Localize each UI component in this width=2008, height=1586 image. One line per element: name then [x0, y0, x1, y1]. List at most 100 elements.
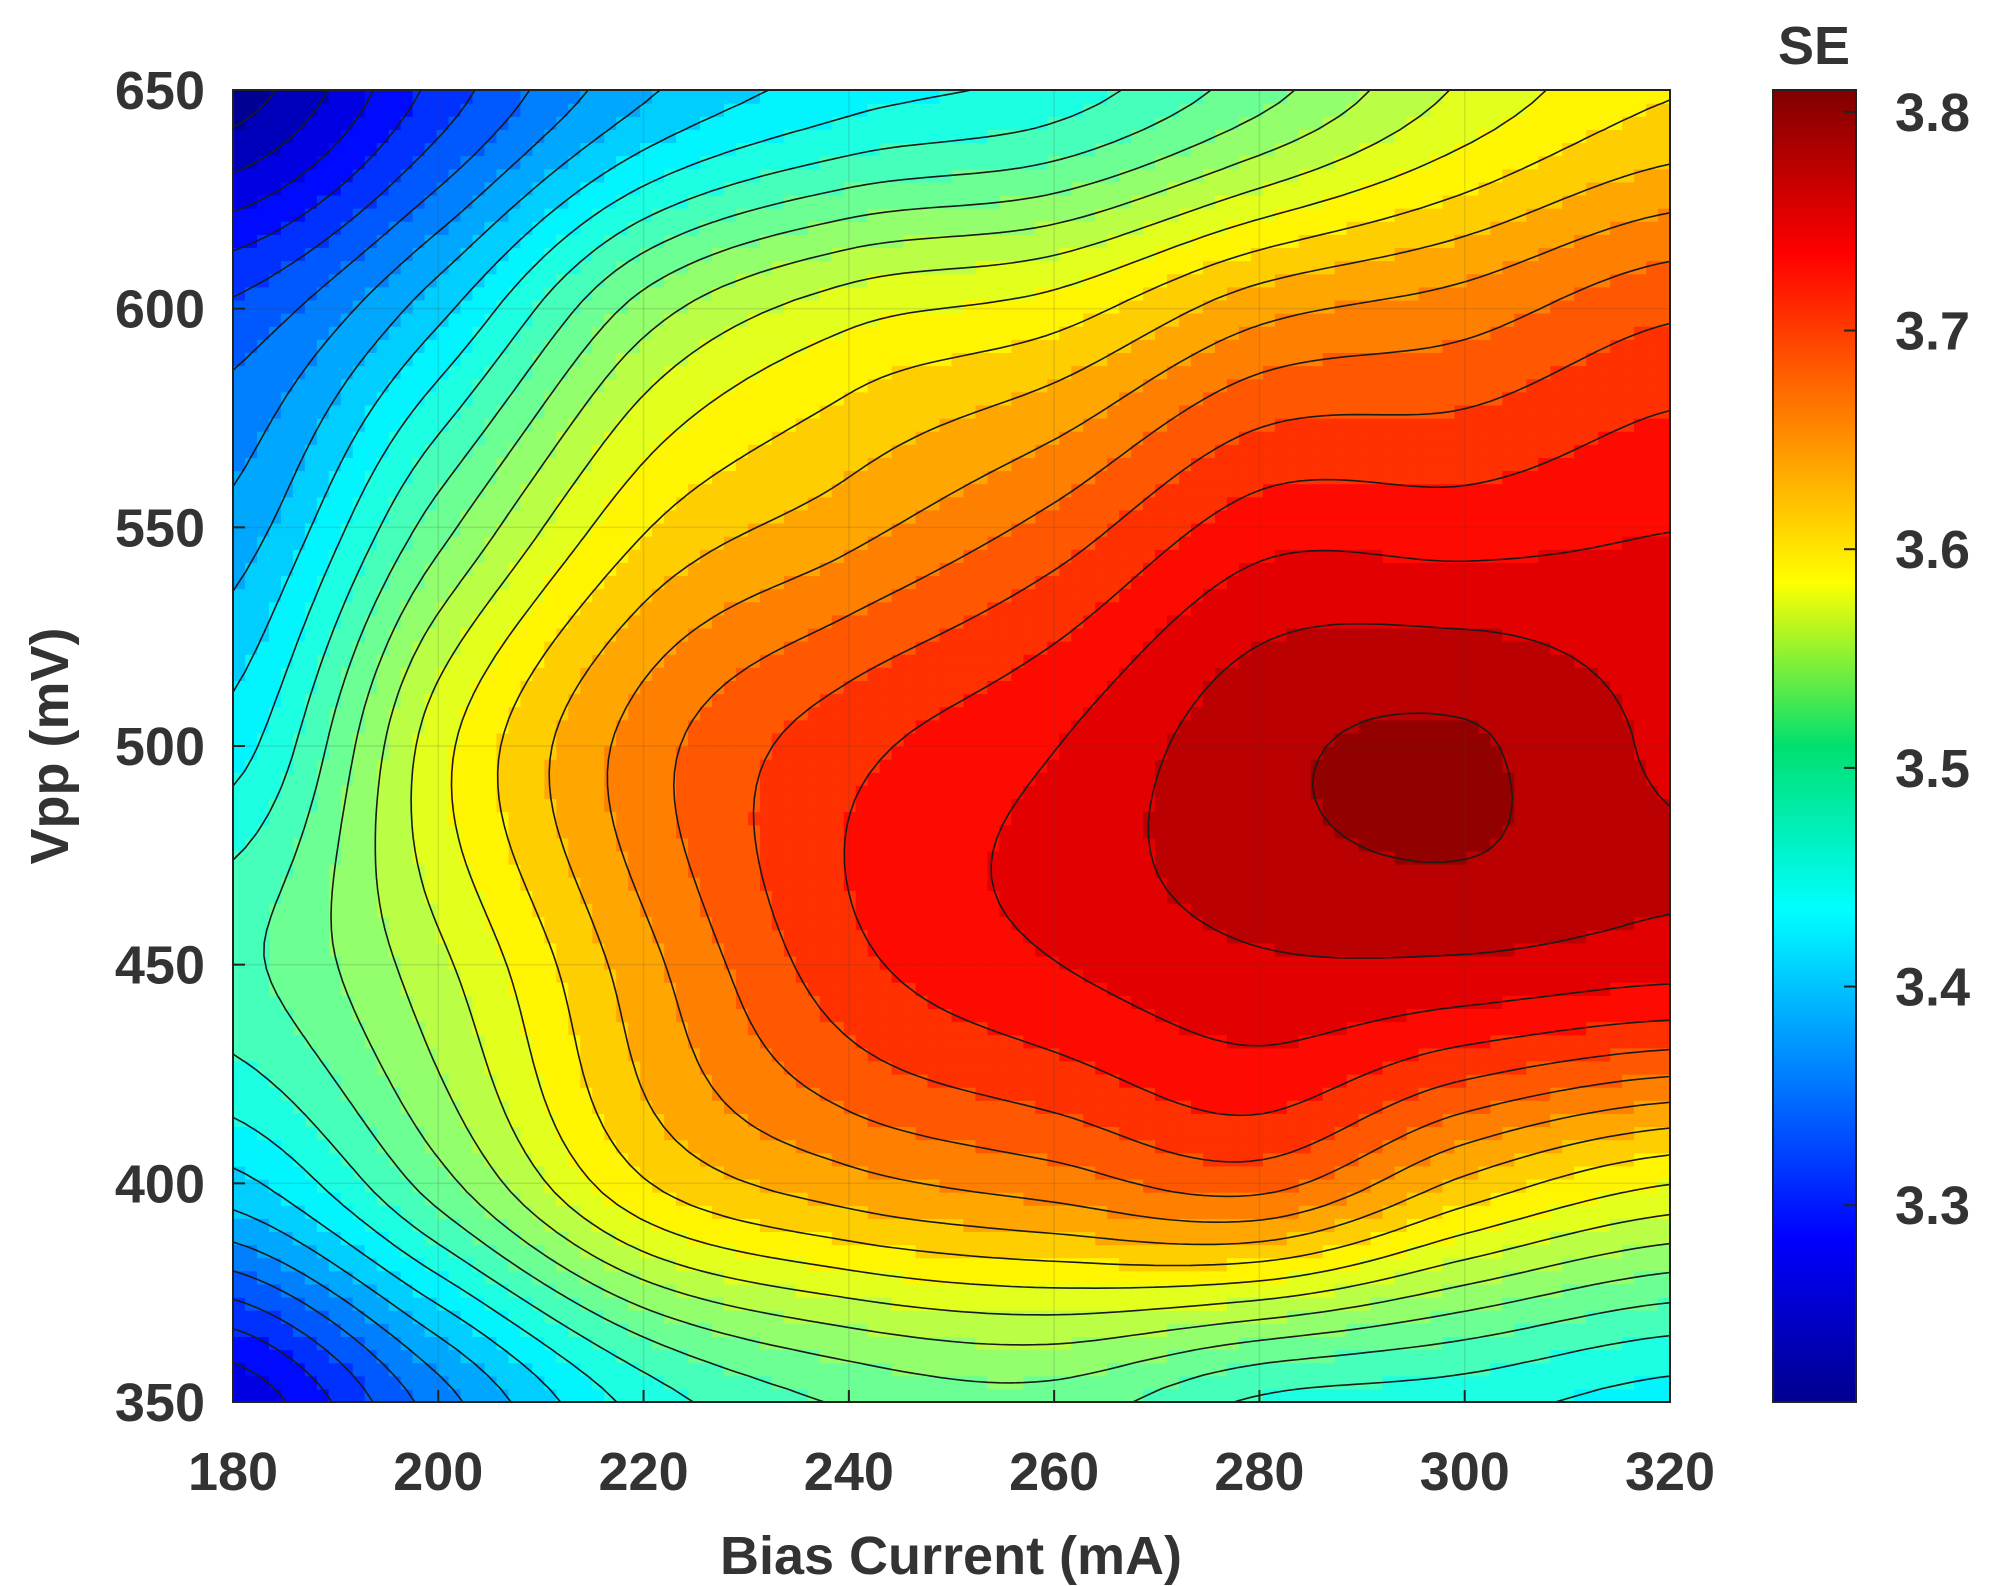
- contour-cell: [891, 1034, 905, 1049]
- contour-cell: [951, 1152, 965, 1167]
- contour-cell: [508, 1192, 521, 1206]
- contour-cell: [1226, 1297, 1240, 1311]
- contour-cell: [1538, 1362, 1551, 1377]
- contour-cell: [532, 1218, 545, 1233]
- contour-cell: [484, 877, 498, 891]
- contour-cell: [1334, 1060, 1348, 1075]
- contour-cell: [795, 1060, 809, 1075]
- contour-cell: [1382, 982, 1396, 996]
- contour-cell: [1238, 1139, 1252, 1154]
- contour-cell: [1478, 1231, 1491, 1246]
- contour-cell: [975, 877, 989, 891]
- contour-cell: [484, 1113, 498, 1128]
- contour-cell: [376, 1297, 390, 1311]
- contour-cell: [903, 1165, 917, 1180]
- contour-cell: [496, 1087, 510, 1101]
- contour-cell: [819, 864, 833, 878]
- contour-cell: [963, 903, 977, 918]
- contour-cell: [1035, 1021, 1048, 1036]
- contour-cell: [915, 969, 929, 983]
- contour-cell: [879, 1375, 893, 1390]
- contour-cell: [1238, 1297, 1252, 1311]
- contour-cell: [1179, 1165, 1192, 1180]
- contour-cell: [1059, 1297, 1072, 1311]
- contour-cell: [1262, 1139, 1276, 1154]
- contour-cell: [735, 1165, 749, 1180]
- contour-cell: [879, 1257, 893, 1272]
- contour-cell: [867, 1074, 881, 1088]
- contour-cell: [1430, 1218, 1444, 1233]
- contour-cell: [340, 1244, 354, 1259]
- contour-cell: [436, 1244, 450, 1259]
- contour-cell: [867, 903, 881, 918]
- contour-cell: [879, 1008, 893, 1023]
- contour-cell: [1011, 982, 1024, 996]
- contour-cell: [1298, 864, 1312, 878]
- contour-cell: [652, 1087, 665, 1101]
- contour-cell: [1634, 1257, 1647, 1272]
- contour-cell: [1071, 1375, 1084, 1390]
- contour-cell: [915, 1139, 929, 1154]
- contour-cell: [1310, 916, 1324, 931]
- contour-cell: [1358, 916, 1372, 931]
- contour-cell: [1095, 1218, 1108, 1233]
- contour-cell: [424, 1388, 438, 1402]
- contour-cell: [999, 1310, 1012, 1324]
- contour-cell: [1514, 1100, 1527, 1114]
- contour-cell: [1598, 1388, 1611, 1402]
- contour-cell: [999, 1152, 1012, 1167]
- contour-cell: [1526, 877, 1539, 891]
- contour-cell: [640, 1139, 653, 1154]
- contour-cell: [580, 1021, 593, 1036]
- contour-cell: [652, 995, 665, 1009]
- contour-cell: [256, 864, 270, 878]
- contour-cell: [843, 1310, 857, 1324]
- contour-cell: [1370, 1297, 1384, 1311]
- contour-cell: [628, 942, 641, 957]
- contour-cell: [939, 1244, 953, 1259]
- contour-cell: [1095, 1178, 1108, 1193]
- contour-cell: [1490, 1205, 1503, 1219]
- contour-cell: [460, 1047, 474, 1062]
- contour-cell: [843, 1323, 857, 1337]
- contour-cell: [1334, 1270, 1348, 1285]
- contour-cell: [712, 982, 725, 996]
- contour-cell: [807, 1100, 821, 1114]
- contour-cell: [664, 890, 677, 905]
- contour-cell: [652, 1165, 665, 1180]
- contour-cell: [1514, 1021, 1527, 1036]
- contour-cell: [448, 1008, 462, 1023]
- contour-cell: [1394, 1126, 1408, 1141]
- contour-cell: [412, 1231, 426, 1246]
- contour-cell: [1478, 1113, 1491, 1128]
- contour-cell: [1610, 1349, 1623, 1364]
- contour-cell: [460, 916, 474, 931]
- contour-cell: [448, 1283, 462, 1298]
- contour-cell: [1502, 903, 1515, 918]
- contour-cell: [1586, 1021, 1599, 1036]
- contour-cell: [340, 890, 354, 905]
- contour-cell: [915, 955, 929, 970]
- contour-cell: [1071, 1283, 1084, 1298]
- contour-cell: [1095, 1113, 1108, 1128]
- contour-cell: [819, 1113, 833, 1128]
- contour-cell: [1598, 1362, 1611, 1377]
- contour-cell: [1214, 1375, 1228, 1390]
- contour-cell: [244, 1100, 258, 1114]
- contour-cell: [999, 1126, 1012, 1141]
- contour-cell: [1023, 1257, 1036, 1272]
- contour-cell: [496, 1034, 510, 1049]
- contour-cell: [999, 1205, 1012, 1219]
- contour-cell: [891, 1336, 905, 1351]
- contour-cell: [1143, 903, 1156, 918]
- contour-cell: [400, 1362, 414, 1377]
- contour-cell: [304, 877, 318, 891]
- contour-cell: [304, 1218, 318, 1233]
- contour-cell: [233, 929, 246, 944]
- contour-cell: [364, 942, 378, 957]
- contour-cell: [1586, 1375, 1599, 1390]
- contour-cell: [795, 1100, 809, 1114]
- contour-cell: [891, 955, 905, 970]
- contour-cell: [1167, 1034, 1180, 1049]
- contour-cell: [1322, 1257, 1336, 1272]
